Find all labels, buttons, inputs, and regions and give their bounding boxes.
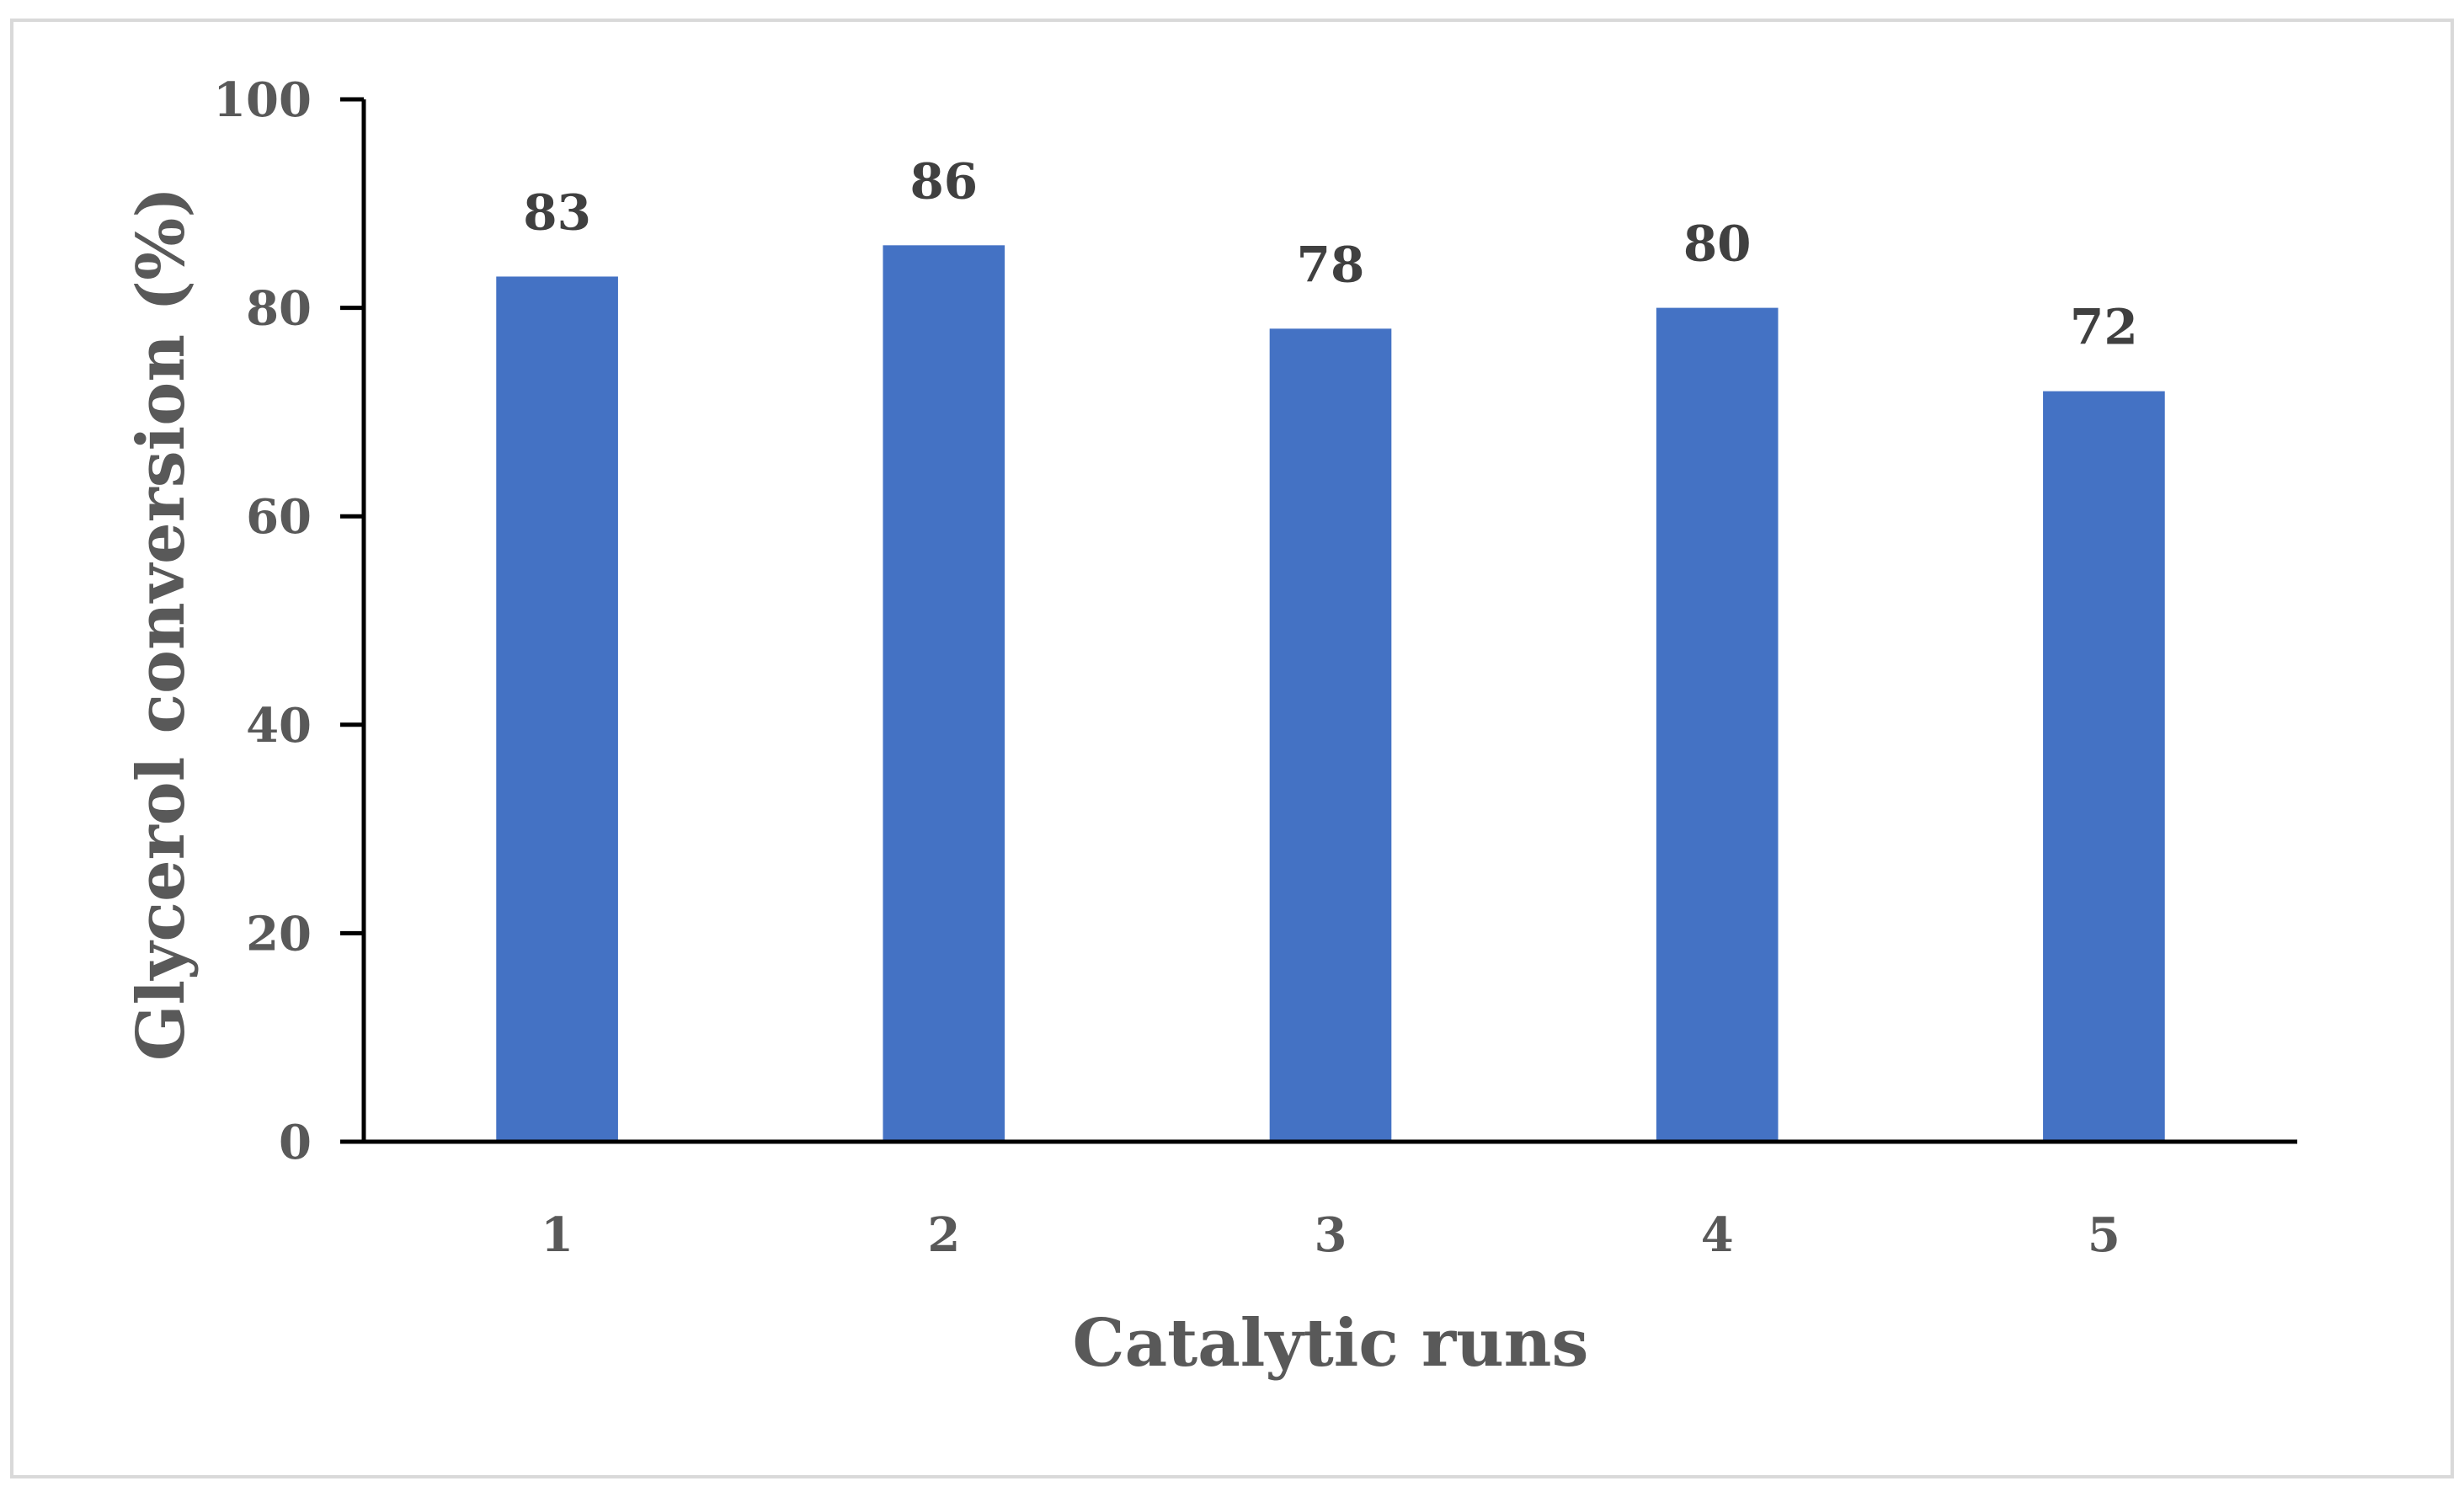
bar-run-4: [1656, 307, 1779, 1143]
bar-run-5: [2043, 391, 2165, 1142]
data-label: 86: [909, 152, 978, 210]
y-axis-title: Glycerol conversion (%): [123, 187, 200, 1061]
y-tick-label: 40: [246, 698, 312, 754]
x-tick-label: 1: [541, 1207, 573, 1263]
data-label: 83: [523, 184, 591, 241]
x-axis-title: Catalytic runs: [1073, 1305, 1589, 1382]
x-axis-ticks: 1 2 3 4 5: [541, 1207, 2120, 1263]
y-tick-label: 100: [213, 72, 312, 128]
data-labels: 83 86 78 80 72: [523, 152, 2138, 355]
x-tick-label: 4: [1701, 1207, 1734, 1263]
y-tick-label: 80: [246, 281, 312, 337]
y-axis-ticks: 0 20 40 60 80 100: [213, 72, 364, 1170]
bars: [496, 245, 2165, 1143]
bar-run-1: [496, 276, 618, 1143]
x-tick-label: 3: [1315, 1207, 1347, 1263]
x-tick-label: 5: [2088, 1207, 2120, 1263]
data-label: 72: [2070, 299, 2138, 356]
y-tick-label: 60: [246, 489, 312, 545]
x-tick-label: 2: [927, 1207, 960, 1263]
y-tick-label: 0: [279, 1115, 312, 1170]
y-tick-label: 20: [246, 906, 312, 962]
data-label: 80: [1683, 216, 1752, 273]
bar-run-3: [1269, 328, 1392, 1142]
bar-run-2: [883, 245, 1005, 1142]
data-label: 78: [1297, 236, 1365, 293]
